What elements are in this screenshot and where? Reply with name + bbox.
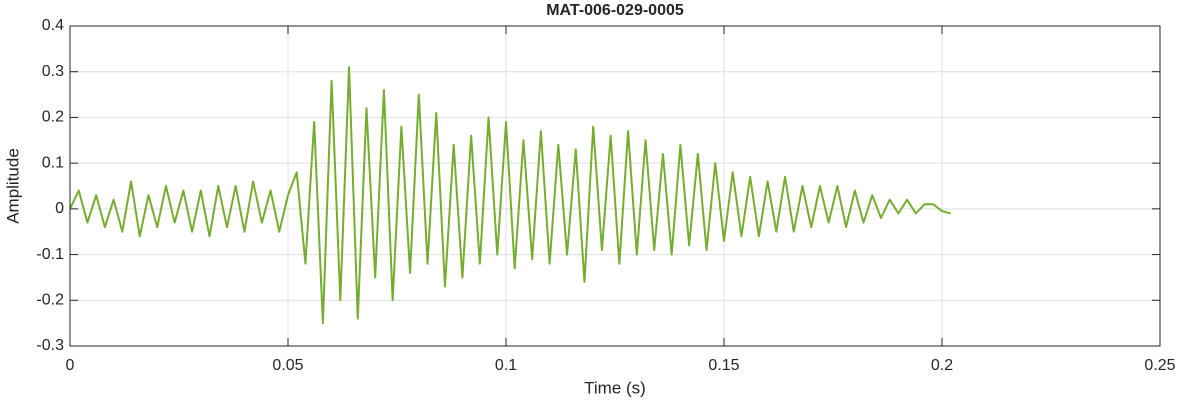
x-tick-label: 0.15 (708, 357, 739, 374)
y-tick-label: 0.1 (42, 154, 64, 171)
y-axis-label: Amplitude (3, 148, 22, 224)
x-axis-label: Time (s) (584, 378, 646, 397)
y-tick-label: 0.3 (42, 63, 64, 80)
y-tick-label: -0.2 (36, 292, 64, 309)
x-tick-label: 0.25 (1144, 357, 1175, 374)
x-tick-label: 0 (66, 357, 75, 374)
x-tick-label: 0.05 (272, 357, 303, 374)
data-line (69, 66, 951, 325)
y-tick-label: 0.2 (42, 109, 64, 126)
y-tick-label: 0 (55, 200, 64, 217)
chart-title: MAT-006-029-0005 (546, 2, 684, 19)
y-tick-label: -0.1 (36, 246, 64, 263)
x-tick-label: 0.1 (495, 357, 517, 374)
y-tick-label: -0.3 (36, 337, 64, 354)
x-tick-label: 0.2 (931, 357, 953, 374)
axes-box (69, 25, 1161, 347)
y-tick-label: 0.4 (42, 17, 64, 34)
